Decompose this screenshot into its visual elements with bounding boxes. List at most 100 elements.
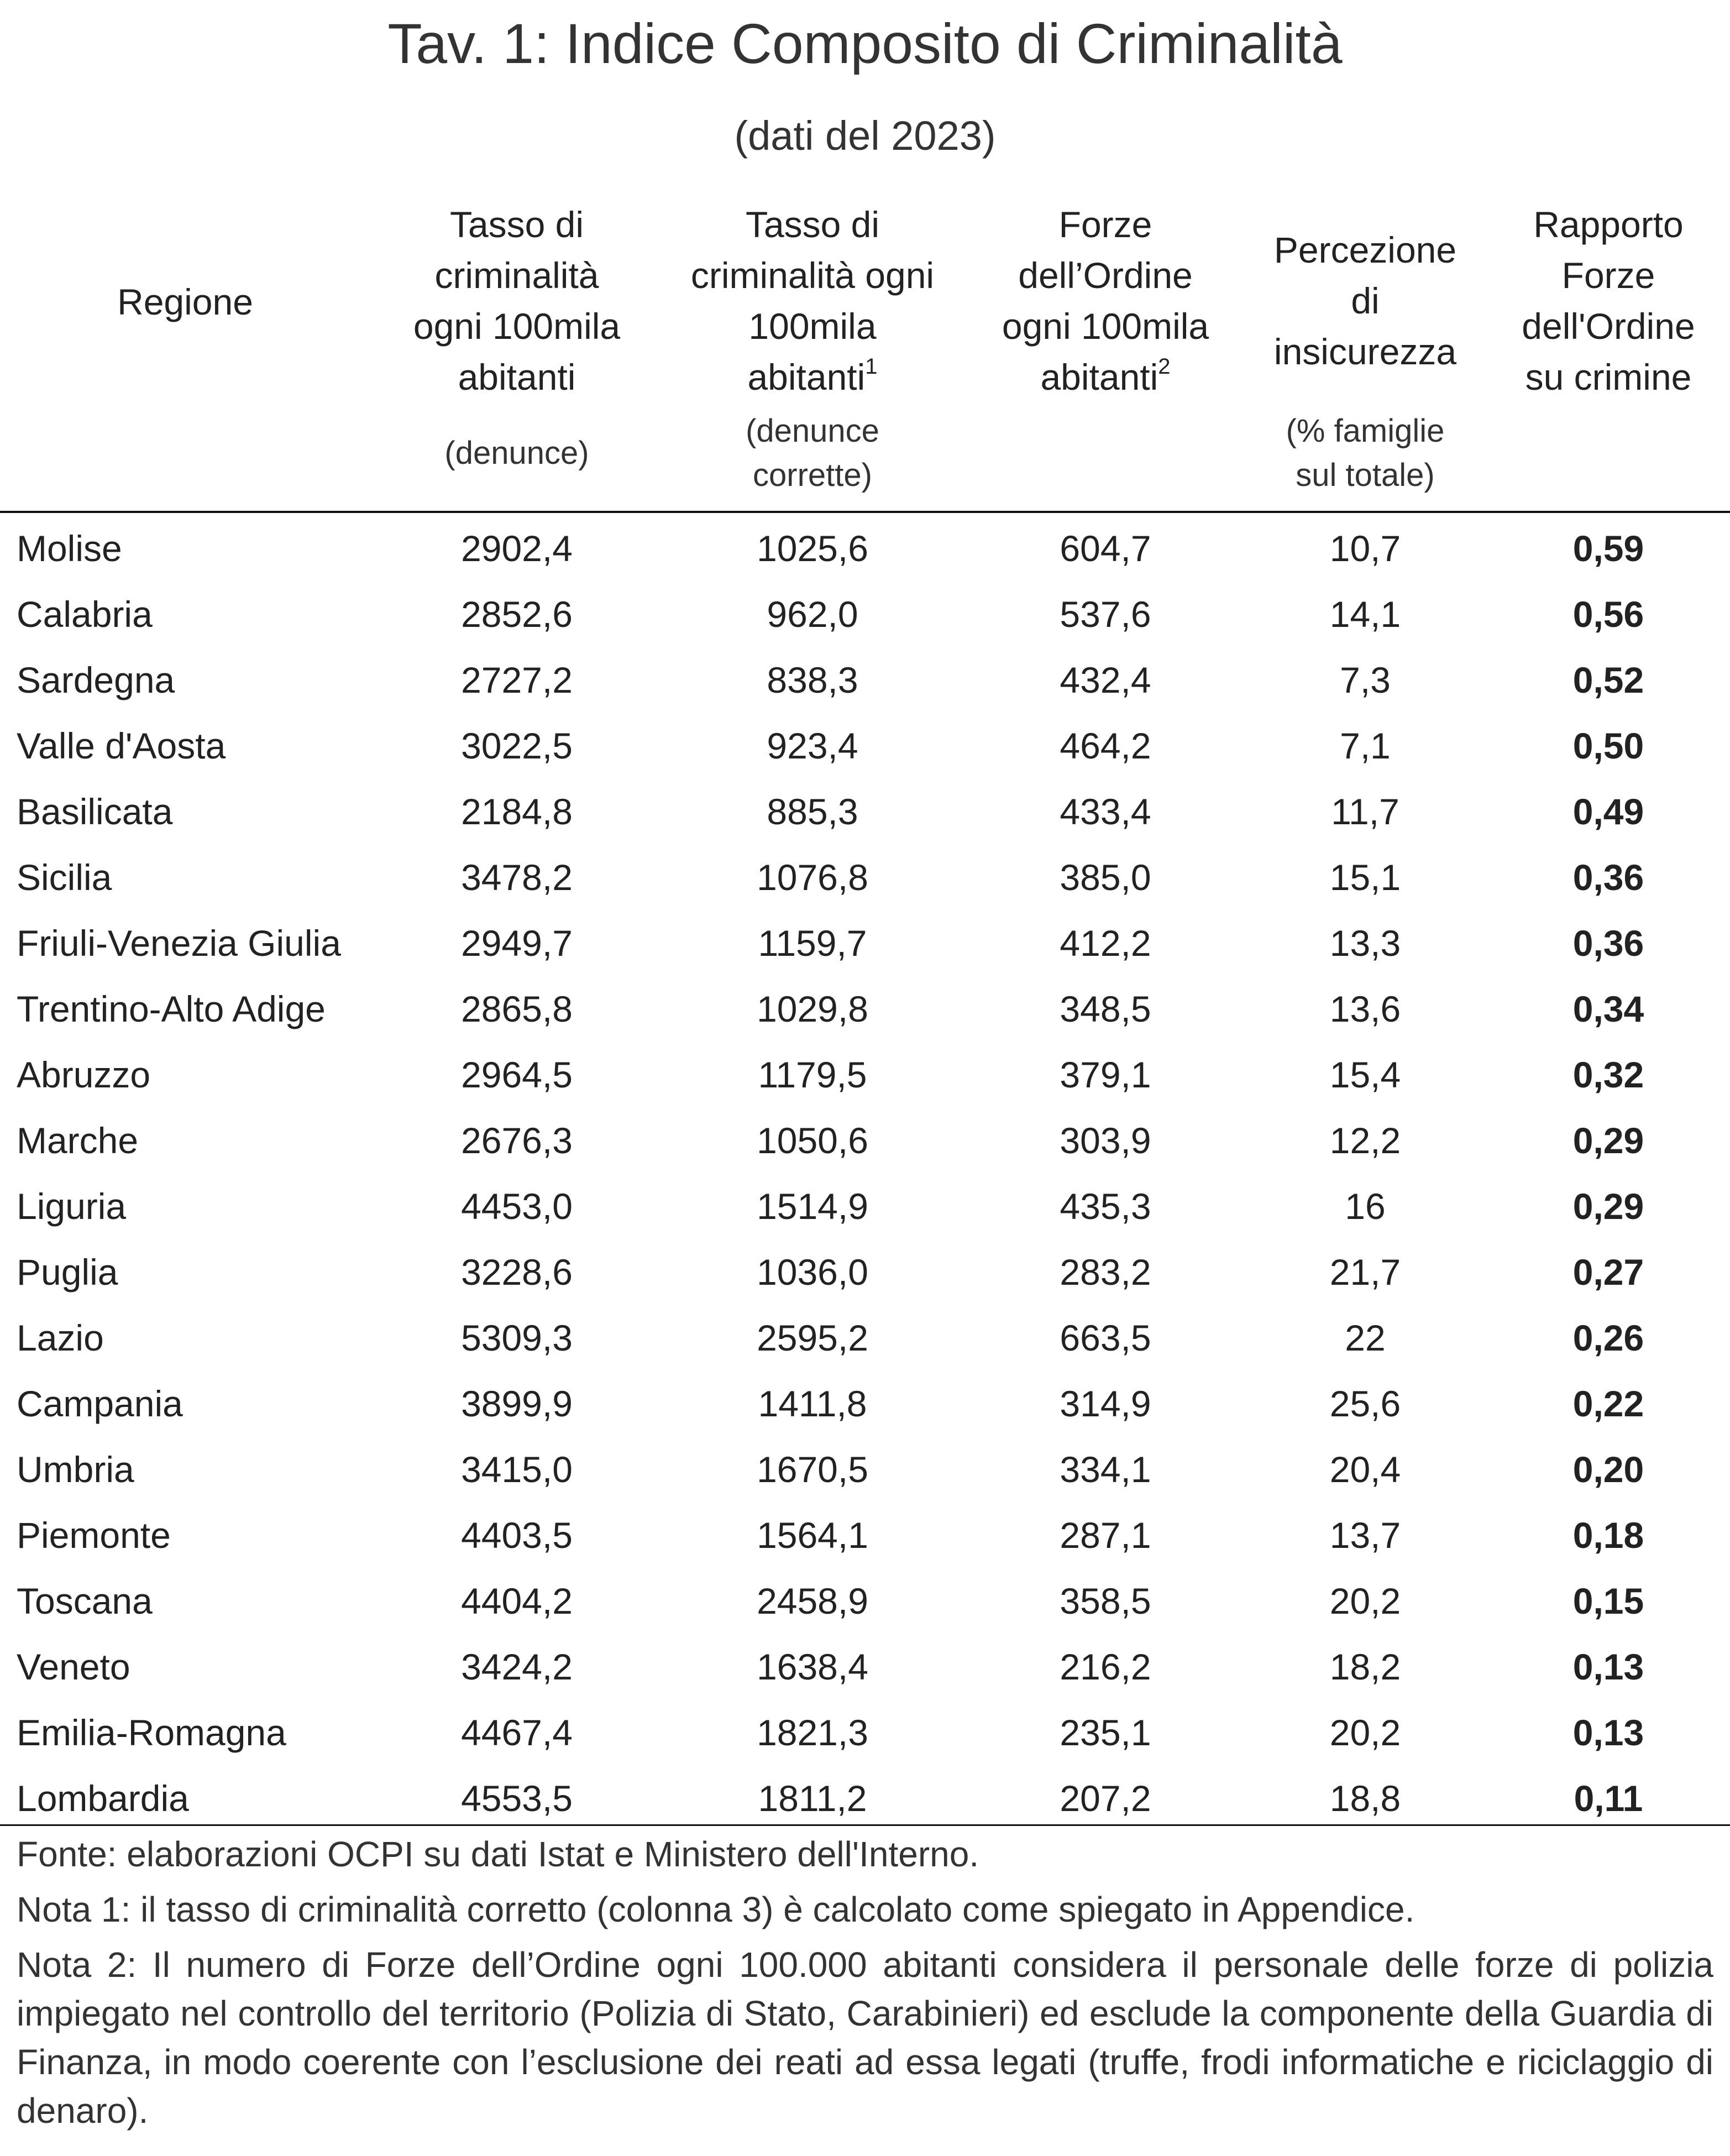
region-cell: Veneto [17,1646,130,1687]
ratio-cell: 0,56 [1572,594,1644,635]
value-cell: 379,1 [1060,1054,1151,1095]
region-cell: Lazio [17,1317,104,1358]
region-cell: Basilicata [17,791,173,832]
value-cell: 1050,6 [757,1120,868,1161]
header-line: Regione [117,281,253,322]
value-cell: 1411,8 [758,1383,867,1424]
ratio-cell: 0,52 [1572,660,1644,700]
value-cell: 1670,5 [757,1449,868,1490]
source-note: Fonte: elaborazioni OCPI su dati Istat e… [17,1834,979,1874]
table-row: Marche 2676,3 1050,6 303,9 12,2 0,29 [0,1108,1730,1174]
value-cell: 2852,6 [461,594,573,635]
value-cell: 14,1 [1329,594,1401,635]
value-cell: 1638,4 [757,1646,868,1687]
value-cell: 7,1 [1340,725,1391,766]
value-cell: 16 [1345,1186,1386,1227]
region-cell: Calabria [17,594,153,635]
value-cell: 435,3 [1060,1186,1151,1227]
table-row: Puglia 3228,6 1036,0 283,2 21,7 0,27 [0,1239,1730,1305]
region-cell: Marche [17,1120,139,1161]
header-subnote: (denunce) [444,435,589,471]
header-line: su crimine [1525,357,1692,397]
header-line: Forze [1058,204,1152,245]
value-cell: 10,7 [1329,528,1401,569]
header-line: abitanti [458,357,576,397]
table-body: Molise 2902,4 1025,6 604,7 10,7 0,59 Cal… [0,516,1730,1831]
value-cell: 4404,2 [461,1581,573,1621]
value-cell: 235,1 [1060,1712,1151,1753]
value-cell: 4553,5 [461,1778,573,1819]
region-cell: Umbria [17,1449,134,1490]
region-cell: Liguria [17,1186,127,1227]
region-cell: Trentino-Alto Adige [17,988,326,1029]
region-cell: Friuli-Venezia Giulia [17,923,341,964]
value-cell: 18,2 [1329,1646,1401,1687]
value-cell: 13,3 [1329,923,1401,964]
value-cell: 3415,0 [461,1449,573,1490]
value-cell: 1029,8 [757,988,868,1029]
footnote-2: Nota 2: Il numero di Forze dell’Ordine o… [17,1945,1713,2131]
value-cell: 1179,5 [758,1054,867,1095]
ratio-cell: 0,27 [1572,1252,1644,1292]
value-cell: 663,5 [1060,1317,1151,1358]
value-cell: 13,6 [1329,988,1401,1029]
value-cell: 18,8 [1329,1778,1401,1819]
value-cell: 358,5 [1060,1581,1151,1621]
table-row: Piemonte 4403,5 1564,1 287,1 13,7 0,18 [0,1503,1730,1568]
value-cell: 283,2 [1060,1252,1151,1292]
value-cell: 21,7 [1329,1252,1401,1292]
table-row: Toscana 4404,2 2458,9 358,5 20,2 0,15 [0,1568,1730,1634]
table-row: Valle d'Aosta 3022,5 923,4 464,2 7,1 0,5… [0,713,1730,779]
value-cell: 2458,9 [757,1581,868,1621]
table-subtitle: (dati del 2023) [734,113,996,159]
value-cell: 1514,9 [757,1186,868,1227]
value-cell: 2676,3 [461,1120,573,1161]
value-cell: 1036,0 [757,1252,868,1292]
header-percezione: Percezione di insicurezza (% famiglie su… [1255,224,1476,498]
value-cell: 2727,2 [461,660,573,700]
header-subnote: (% famiglie [1286,413,1445,449]
table-notes: Fonte: elaborazioni OCPI su dati Istat e… [17,1830,1713,2135]
value-cell: 314,9 [1060,1383,1151,1424]
table-row: Lombardia 4553,5 1811,2 207,2 18,8 0,11 [0,1766,1730,1831]
ratio-cell: 0,26 [1572,1317,1644,1358]
ratio-cell: 0,20 [1572,1449,1644,1490]
header-rapporto: Rapporto Forze dell'Ordine su crimine [1509,199,1708,402]
region-cell: Emilia-Romagna [17,1712,286,1753]
ratio-cell: 0,34 [1572,988,1644,1029]
header-line: insicurezza [1273,331,1457,372]
footer-divider [0,1824,1730,1826]
value-cell: 1564,1 [757,1515,868,1556]
region-cell: Valle d'Aosta [17,725,226,766]
table-row: Calabria 2852,6 962,0 537,6 14,1 0,56 [0,582,1730,647]
region-cell: Puglia [17,1252,118,1292]
value-cell: 2902,4 [461,528,573,569]
region-cell: Lombardia [17,1778,189,1819]
header-line: ogni 100mila [413,306,621,347]
value-cell: 1025,6 [757,528,868,569]
region-cell: Abruzzo [17,1054,151,1095]
value-cell: 25,6 [1329,1383,1401,1424]
value-cell: 22 [1345,1317,1386,1358]
ratio-cell: 0,32 [1572,1054,1644,1095]
value-cell: 15,1 [1329,857,1401,898]
header-tasso-corretto: Tasso di criminalità ogni 100mila abitan… [663,199,962,498]
table-row: Lazio 5309,3 2595,2 663,5 22 0,26 [0,1305,1730,1371]
table-row: Abruzzo 2964,5 1179,5 379,1 15,4 0,32 [0,1042,1730,1108]
region-cell: Campania [17,1383,183,1424]
header-line: Tasso di [449,204,584,245]
ratio-cell: 0,13 [1572,1712,1644,1753]
value-cell: 1821,3 [757,1712,868,1753]
value-cell: 412,2 [1060,923,1151,964]
value-cell: 20,2 [1329,1581,1401,1621]
value-cell: 537,6 [1060,594,1151,635]
region-cell: Sardegna [17,660,175,700]
value-cell: 1076,8 [757,857,868,898]
footnote-marker-2: 2 [1158,354,1171,379]
value-cell: 5309,3 [461,1317,573,1358]
header-line: Forze [1561,255,1655,296]
value-cell: 2949,7 [461,923,573,964]
ratio-cell: 0,59 [1572,528,1644,569]
header-line: dell'Ordine [1522,306,1695,347]
header-divider [0,511,1730,513]
